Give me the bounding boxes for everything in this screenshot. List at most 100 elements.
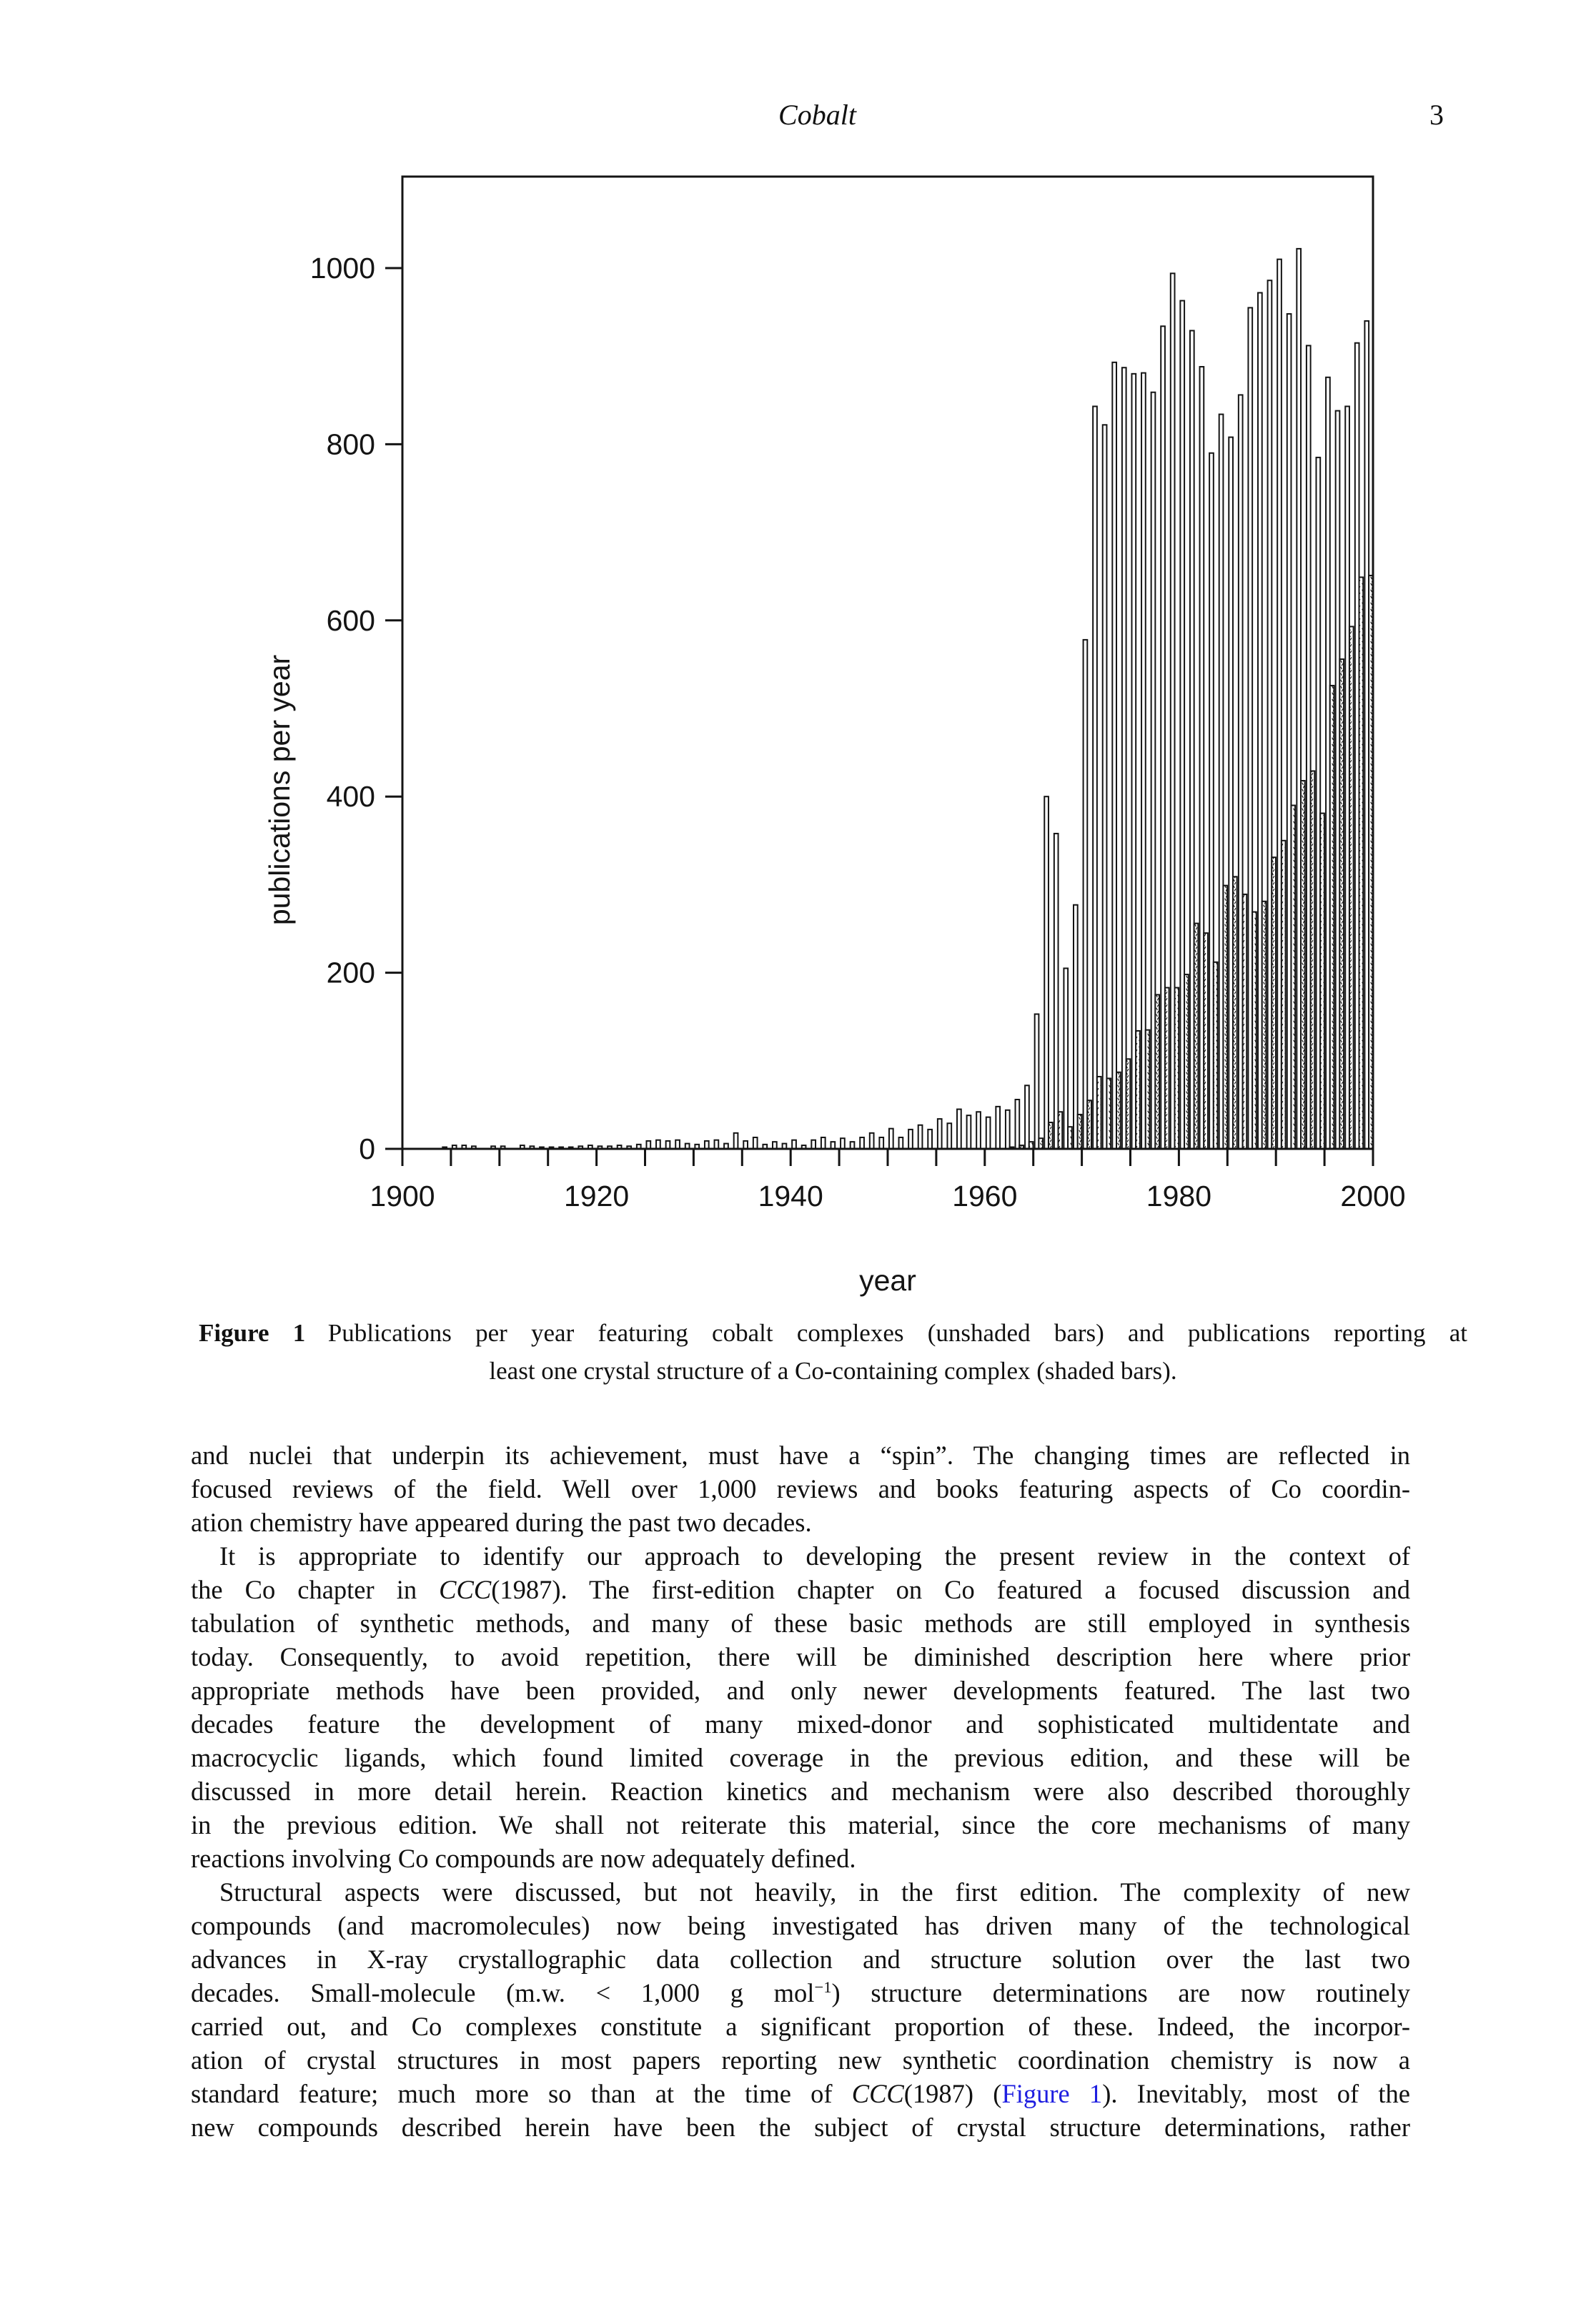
- bar-shaded: [1057, 1111, 1064, 1150]
- bar-unshaded: [917, 1124, 923, 1150]
- bar-unshaded: [995, 1105, 1001, 1150]
- body-line: ation chemistry have appeared during the…: [191, 1506, 1410, 1539]
- body-line: Structural aspects were discussed, but n…: [191, 1875, 1410, 1909]
- body-line: new compounds described herein have been…: [191, 2110, 1410, 2144]
- bar-shaded: [1164, 987, 1170, 1150]
- bar-shaded: [1144, 1029, 1151, 1150]
- body-line: decades feature the development of many …: [191, 1707, 1410, 1741]
- bar-shaded: [1203, 932, 1209, 1150]
- text-segment: the Co chapter in: [191, 1575, 440, 1604]
- x-tick-label: 1960: [952, 1180, 1017, 1212]
- bar-shaded: [1348, 626, 1354, 1150]
- text-segment: ation chemistry have appeared during the…: [191, 1508, 812, 1537]
- bar-unshaded: [908, 1128, 913, 1150]
- bar-shaded: [1339, 658, 1345, 1150]
- bar-shaded: [1241, 893, 1248, 1150]
- y-tick-label: 0: [359, 1132, 375, 1165]
- body-line: focused reviews of the field. Well over …: [191, 1472, 1410, 1506]
- bar-unshaded: [713, 1139, 720, 1150]
- text-segment: advances in X-ray crystallographic data …: [191, 1945, 1410, 1974]
- y-tick-label: 600: [327, 604, 375, 637]
- bar-shaded: [1251, 911, 1257, 1150]
- bar-shaded: [1319, 812, 1325, 1150]
- bar-shaded: [1280, 839, 1287, 1150]
- bar-unshaded: [791, 1139, 797, 1150]
- x-tick-label: 1900: [370, 1180, 435, 1212]
- bar-unshaded: [966, 1115, 972, 1150]
- chapter-title: Cobalt: [778, 99, 856, 131]
- body-line: the Co chapter in CCC(1987). The first-e…: [191, 1573, 1410, 1606]
- bar-shaded: [1193, 922, 1199, 1150]
- y-tick-label: 1000: [310, 252, 375, 285]
- text-segment: carried out, and Co complexes constitute…: [191, 2012, 1410, 2041]
- superscript-text: −1: [814, 1977, 832, 1996]
- bar-unshaded: [1024, 1085, 1030, 1150]
- figure-1: 1900 1920 1940 1960 1980 2000 0 200 400 600 800 100…: [250, 164, 1437, 1308]
- body-line: compounds (and macromolecules) now being…: [191, 1909, 1410, 1942]
- text-segment: new compounds described herein have been…: [191, 2113, 1410, 2142]
- bar-unshaded: [976, 1111, 981, 1150]
- plot-frame: [401, 175, 1374, 1150]
- italic-text: CCC: [851, 2079, 904, 2108]
- bar-shaded: [1329, 684, 1335, 1150]
- text-segment: ) structure determinations are now routi…: [831, 1978, 1410, 2007]
- bar-unshaded: [665, 1140, 671, 1150]
- bar-unshaded: [859, 1136, 865, 1150]
- bar-unshaded: [1111, 361, 1118, 1150]
- bar-unshaded: [1092, 405, 1098, 1150]
- body-line: in the previous edition. We shall not re…: [191, 1808, 1410, 1842]
- bar-unshaded: [655, 1139, 661, 1150]
- text-segment: (1987). The first-edition chapter on Co …: [491, 1575, 1410, 1604]
- body-line: decades. Small-molecule (m.w. < 1,000 g …: [191, 1976, 1410, 2010]
- bar-unshaded: [878, 1136, 885, 1150]
- bar-shaded: [1086, 1100, 1092, 1150]
- bar-unshaded: [733, 1132, 739, 1150]
- body-line: tabulation of synthetic methods, and man…: [191, 1606, 1410, 1640]
- bar-shaded: [1184, 974, 1189, 1150]
- bar-unshaded: [1034, 1013, 1040, 1150]
- figure-1-chart: 1900 1920 1940 1960 1980 2000 0 200 400 600 800 100…: [263, 175, 1406, 1297]
- body-line: macrocyclic ligands, which found limited…: [191, 1741, 1410, 1774]
- bar-shaded: [1290, 804, 1297, 1150]
- x-tick-label: 1980: [1146, 1180, 1211, 1212]
- figure-caption-text: Publications per year featuring cobalt c…: [327, 1319, 1467, 1347]
- bar-unshaded: [752, 1136, 758, 1150]
- figure-caption-label: Figure 1: [199, 1319, 306, 1347]
- figure-caption-line1: Figure 1 Publications per year featuring …: [199, 1314, 1467, 1352]
- body-line: appropriate methods have been provided, …: [191, 1674, 1410, 1707]
- bar-shaded: [1106, 1077, 1112, 1150]
- bar-shaded: [1212, 961, 1219, 1150]
- y-axis-label: publications per year: [263, 655, 296, 925]
- figure-1-link[interactable]: Figure 1: [1001, 2079, 1103, 2108]
- text-segment: today. Consequently, to avoid repetition…: [191, 1642, 1410, 1671]
- text-segment: standard feature; much more so than at t…: [191, 2079, 852, 2108]
- bar-unshaded: [1004, 1109, 1011, 1150]
- italic-text: CCC: [439, 1575, 492, 1604]
- bar-shaded: [1125, 1058, 1131, 1150]
- text-segment: ation of crystal structures in most pape…: [191, 2045, 1410, 2075]
- bar-unshaded: [1014, 1099, 1021, 1150]
- bar-shaded: [1154, 994, 1161, 1150]
- bar-unshaded: [985, 1116, 991, 1150]
- bar-unshaded: [1101, 424, 1108, 1150]
- bar-shaded: [1358, 576, 1364, 1150]
- text-segment: in the previous edition. We shall not re…: [191, 1810, 1410, 1839]
- bar-unshaded: [675, 1139, 680, 1150]
- bar-shaded: [1300, 780, 1306, 1150]
- x-tick-label: 2000: [1340, 1180, 1405, 1212]
- text-segment: focused reviews of the field. Well over …: [191, 1474, 1410, 1503]
- bar-unshaded: [1044, 796, 1049, 1150]
- bar-shaded: [1271, 856, 1277, 1150]
- y-tick-label: 200: [327, 957, 375, 989]
- axes-group: 1900 1920 1940 1960 1980 2000 0 200 400 600 800 100…: [310, 252, 1406, 1212]
- text-segment: decades feature the development of many …: [191, 1709, 1410, 1739]
- bar-unshaded: [927, 1128, 933, 1150]
- bar-shaded: [1174, 987, 1180, 1150]
- text-segment: reactions involving Co compounds are now…: [191, 1844, 856, 1873]
- body-line: reactions involving Co compounds are now…: [191, 1842, 1410, 1875]
- bar-unshaded: [898, 1136, 904, 1150]
- x-tick-label: 1920: [564, 1180, 629, 1212]
- bar-shaded: [1047, 1122, 1054, 1150]
- bar-series-group: [442, 247, 1374, 1150]
